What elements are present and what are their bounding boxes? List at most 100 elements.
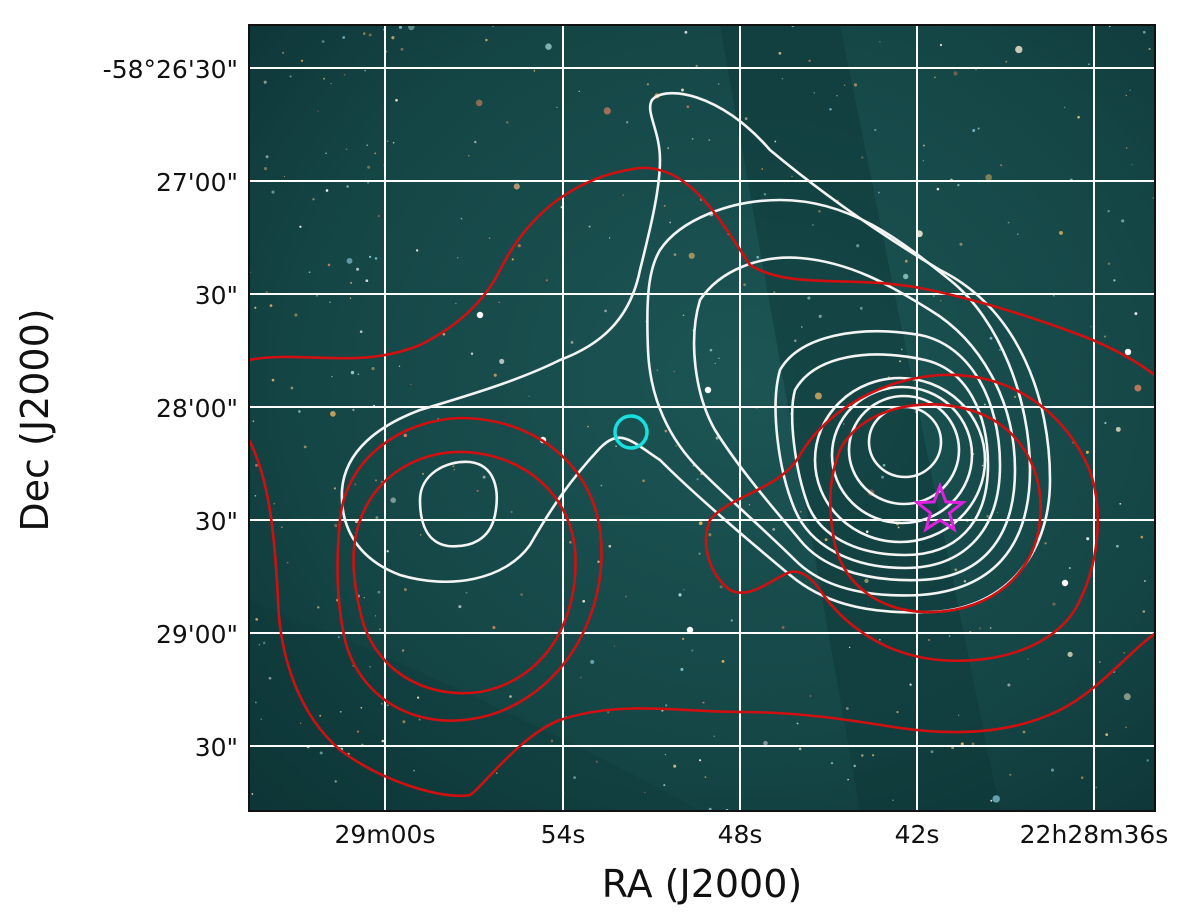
background-source: [975, 68, 977, 71]
background-source: [773, 291, 776, 294]
background-source: [1143, 30, 1146, 34]
background-source: [691, 649, 694, 652]
background-source: [400, 47, 404, 51]
background-source: [796, 722, 799, 725]
red-contour-west-1: [336, 416, 603, 722]
background-source: [667, 147, 670, 150]
background-source: [1131, 164, 1133, 166]
background-source: [255, 463, 258, 467]
background-source: [892, 799, 894, 801]
background-source: [395, 98, 398, 102]
background-source: [743, 283, 746, 287]
background-source: [511, 258, 514, 261]
background-source: [499, 358, 505, 364]
background-source: [470, 352, 474, 356]
x-tick-label: 54s: [541, 820, 586, 849]
background-source: [853, 764, 856, 768]
red-contour-west-2: [352, 450, 577, 695]
background-source: [280, 526, 283, 529]
background-source: [698, 521, 703, 526]
background-source: [903, 273, 909, 280]
background-source: [528, 395, 530, 397]
background-source: [260, 718, 262, 720]
background-source: [699, 759, 702, 762]
star-marker: [913, 481, 967, 533]
background-source: [600, 484, 603, 487]
white-contour-4: [774, 330, 1002, 570]
background-source: [881, 475, 884, 479]
background-source: [331, 375, 333, 378]
background-source: [613, 645, 616, 647]
background-source: [392, 141, 395, 144]
background-source: [329, 301, 331, 303]
background-source: [360, 706, 363, 709]
background-source: [871, 754, 875, 757]
background-source: [695, 64, 698, 67]
background-source: [1013, 395, 1017, 399]
bright-source: [476, 311, 484, 319]
background-source: [698, 552, 701, 555]
background-source: [303, 445, 307, 449]
background-source: [1121, 219, 1125, 223]
background-source: [1105, 733, 1109, 736]
background-source: [265, 291, 268, 294]
background-source: [1095, 786, 1097, 789]
background-source: [325, 152, 327, 155]
background-source: [363, 596, 365, 599]
background-source: [333, 487, 337, 490]
background-source: [1107, 209, 1110, 213]
background-source: [254, 306, 257, 309]
background-source: [692, 464, 695, 467]
background-source: [456, 256, 459, 259]
background-source: [371, 367, 375, 371]
background-source: [688, 252, 695, 259]
background-source: [354, 483, 357, 486]
background-source: [954, 568, 958, 572]
background-source: [718, 357, 720, 359]
background-source: [879, 41, 881, 43]
y-axis-title: Dec (J2000): [13, 308, 57, 531]
background-source: [680, 667, 684, 671]
background-source: [608, 544, 612, 548]
background-source: [252, 420, 255, 423]
background-source: [1148, 47, 1151, 51]
background-source: [809, 695, 812, 697]
background-source: [485, 38, 488, 42]
x-tick-label: 42s: [895, 820, 940, 849]
y-tick-label: 30": [195, 507, 238, 536]
background-source: [981, 464, 984, 467]
background-source: [321, 40, 325, 43]
background-source: [410, 383, 412, 386]
background-source: [882, 463, 886, 467]
background-source: [983, 403, 986, 406]
background-source: [342, 36, 346, 39]
background-source: [808, 59, 811, 63]
background-source: [488, 237, 491, 239]
background-source: [334, 524, 338, 528]
background-source: [1022, 730, 1026, 734]
background-source: [856, 244, 860, 248]
background-source: [818, 314, 822, 318]
background-source: [319, 751, 323, 755]
white-contour-2: [646, 198, 1032, 597]
background-source: [408, 25, 415, 31]
background-source: [642, 479, 645, 483]
background-source: [644, 791, 646, 794]
background-source: [492, 626, 496, 630]
background-source: [960, 742, 964, 746]
background-source: [704, 776, 707, 778]
background-source: [419, 534, 422, 536]
background-source: [656, 369, 659, 372]
background-sources: [249, 25, 1155, 811]
background-source: [381, 739, 385, 743]
background-source: [352, 408, 355, 411]
y-tick-labels: -58°26'30" 27'00" 30" 28'00" 30" 29'00" …: [103, 55, 238, 762]
background-source: [513, 183, 520, 190]
white-contour-5: [790, 353, 990, 557]
background-source: [957, 183, 960, 187]
background-source: [1044, 542, 1047, 545]
white-contour-6: [813, 376, 987, 544]
red-contours: [249, 166, 1155, 798]
background-source: [1068, 566, 1071, 570]
background-source: [339, 710, 342, 713]
